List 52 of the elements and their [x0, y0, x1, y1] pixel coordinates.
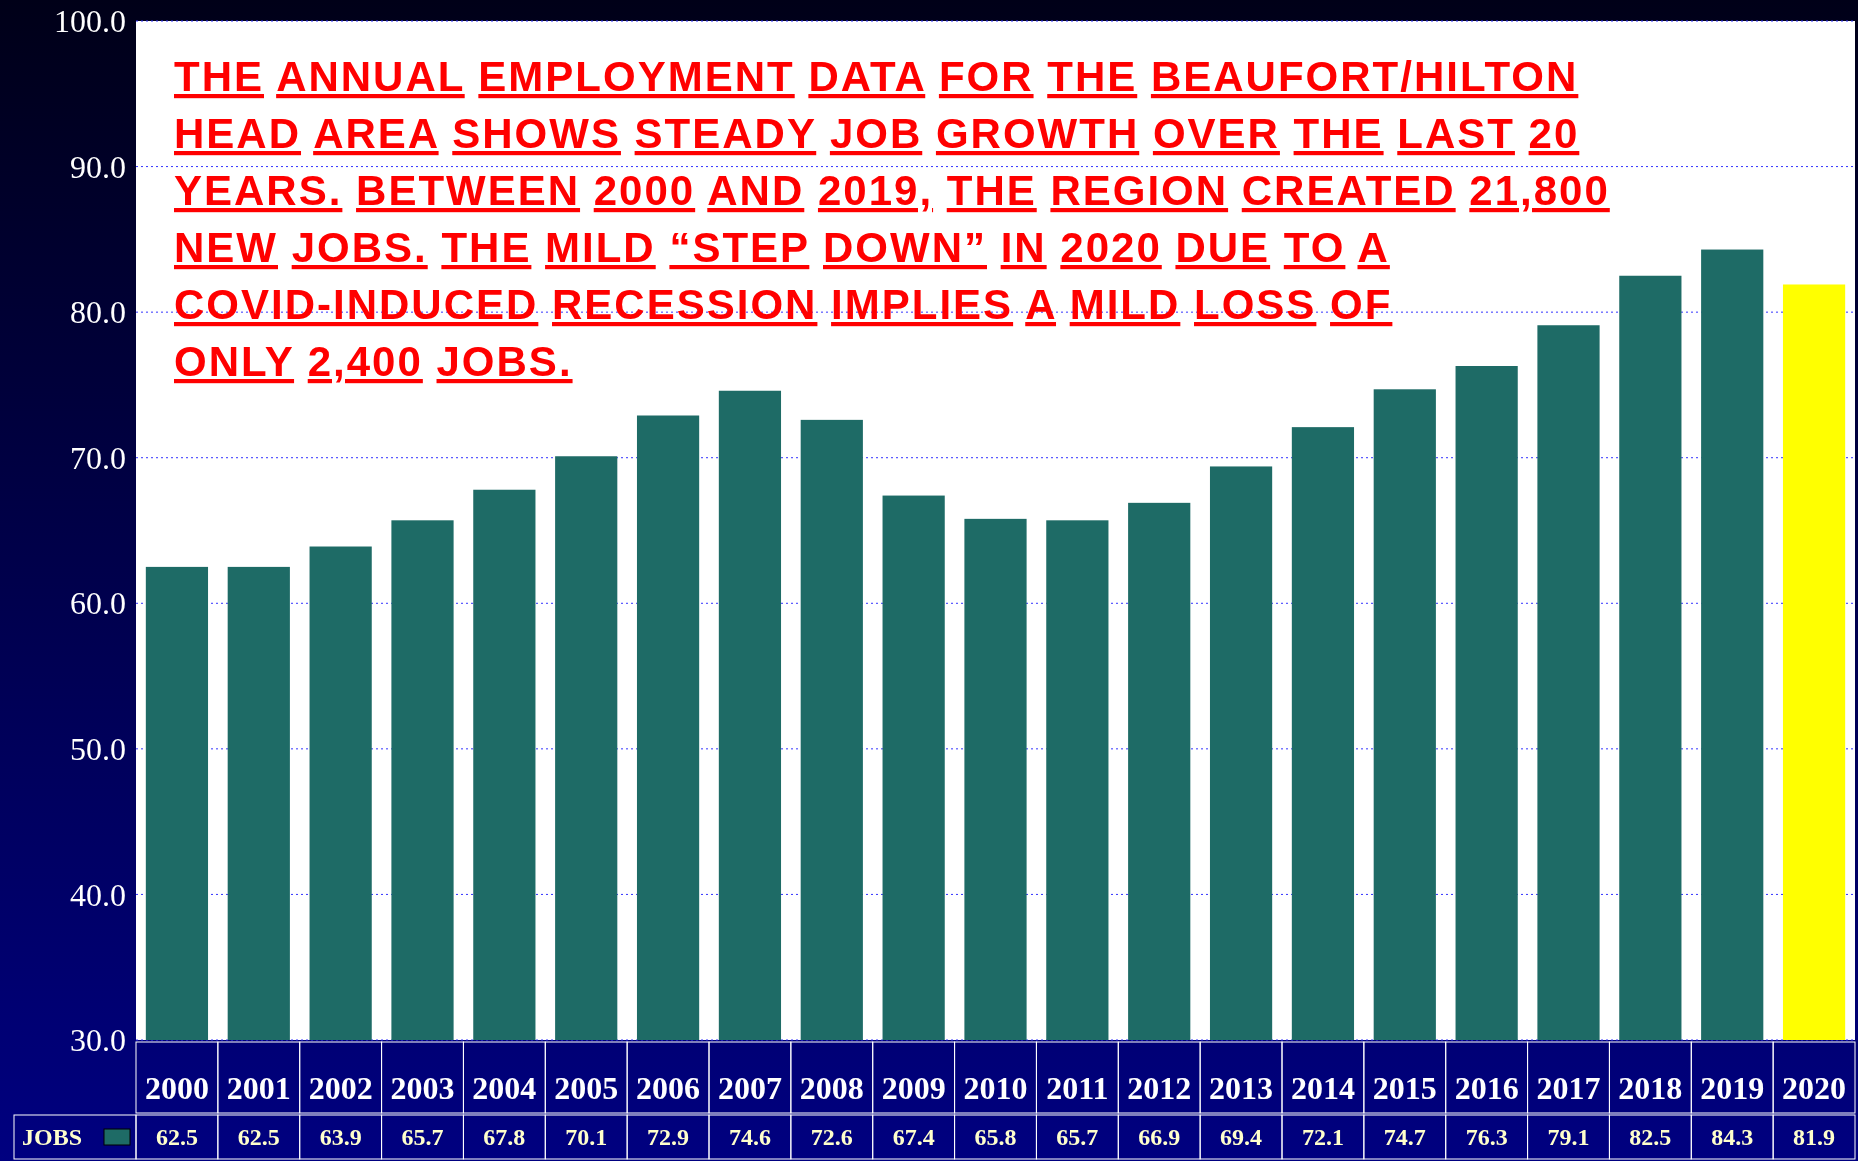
x-tick-label: 2010 [963, 1070, 1028, 1106]
x-tick-label: 2013 [1209, 1070, 1274, 1106]
legend-label: JOBS [22, 1124, 83, 1150]
data-label: 69.4 [1220, 1124, 1263, 1150]
x-tick-label: 2008 [799, 1070, 864, 1106]
x-tick-label: 2016 [1454, 1070, 1519, 1106]
y-tick-label: 40.0 [70, 876, 126, 913]
data-label: 65.8 [974, 1124, 1017, 1150]
data-label: 72.1 [1301, 1124, 1344, 1150]
chart-title: THE ANNUAL EMPLOYMENT DATA FOR THE BEAUFORT/HILTON HEAD AREA SHOWS STEADY JOB GROWTH OVER THE LAST 20 YEARS. BETWEEN 2000 AND 2019, THE REGION CREATED 21,800 NEW JOBS. THE MILD “STEP DOWN” IN 2020 DUE TO A COVID-INDUCED RECESSION IMPLIES A MILD LOSS OF ONLY 2,400 JOBS. [174, 53, 1610, 385]
y-tick-label: 50.0 [70, 731, 126, 768]
y-tick-label: 70.0 [70, 439, 126, 476]
data-label: 74.6 [728, 1124, 771, 1150]
x-tick-label: 2005 [554, 1070, 619, 1106]
x-tick-label: 2012 [1127, 1070, 1192, 1106]
data-label: 74.7 [1383, 1124, 1426, 1150]
data-label: 79.1 [1547, 1124, 1590, 1150]
data-label: 76.3 [1465, 1124, 1508, 1150]
data-label: 72.6 [810, 1124, 853, 1150]
x-tick-label: 2014 [1290, 1070, 1355, 1106]
x-tick-label: 2018 [1618, 1070, 1683, 1106]
data-label: 62.5 [155, 1124, 198, 1150]
y-tick-label: 100.0 [54, 3, 126, 40]
data-label: 81.9 [1793, 1124, 1836, 1150]
x-tick-label: 2004 [472, 1070, 537, 1106]
data-label: 67.8 [483, 1124, 526, 1150]
x-tick-label: 2000 [144, 1070, 209, 1106]
data-label: 66.9 [1138, 1124, 1181, 1150]
x-tick-label: 2017 [1536, 1070, 1601, 1106]
x-tick-label: 2002 [308, 1070, 373, 1106]
y-tick-label: 90.0 [70, 148, 126, 185]
data-label: 84.3 [1711, 1124, 1754, 1150]
x-tick-label: 2011 [1046, 1070, 1109, 1106]
y-tick-label: 30.0 [70, 1022, 126, 1059]
x-tick-label: 2009 [881, 1070, 946, 1106]
data-label: 63.9 [319, 1124, 362, 1150]
data-label: 82.5 [1629, 1124, 1672, 1150]
x-tick-label: 2006 [636, 1070, 701, 1106]
data-label: 62.5 [237, 1124, 280, 1150]
data-label: 72.9 [647, 1124, 690, 1150]
x-tick-label: 2020 [1782, 1070, 1847, 1106]
data-label: 65.7 [401, 1124, 444, 1150]
x-tick-label: 2015 [1372, 1070, 1437, 1106]
y-tick-label: 60.0 [70, 585, 126, 622]
y-tick-label: 80.0 [70, 294, 126, 331]
x-tick-label: 2003 [390, 1070, 455, 1106]
x-tick-label: 2019 [1700, 1070, 1765, 1106]
data-label: 65.7 [1056, 1124, 1099, 1150]
data-label: 67.4 [892, 1124, 935, 1150]
x-tick-label: 2001 [226, 1070, 291, 1106]
x-tick-label: 2007 [717, 1070, 782, 1106]
data-label: 70.1 [565, 1124, 608, 1150]
